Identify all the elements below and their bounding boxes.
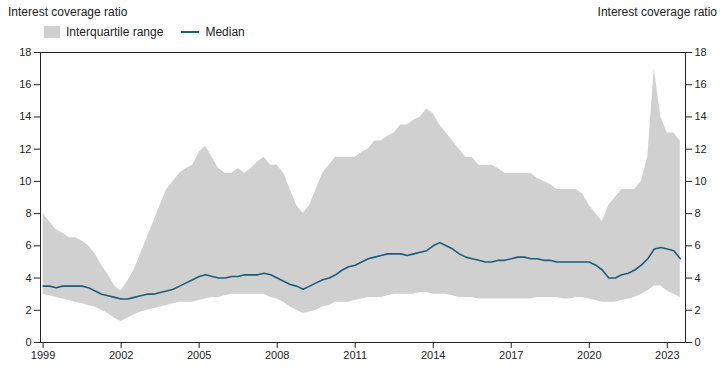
- svg-text:4: 4: [25, 272, 31, 284]
- svg-text:2002: 2002: [109, 349, 133, 361]
- html-text:Median: Median: [205, 25, 245, 39]
- svg-text:2011: 2011: [343, 349, 367, 361]
- svg-text:4: 4: [695, 272, 701, 284]
- svg-text:10: 10: [695, 175, 707, 187]
- svg-text:0: 0: [695, 336, 701, 348]
- svg-text:12: 12: [19, 143, 31, 155]
- html-text:Interest coverage ratio: Interest coverage ratio: [8, 5, 128, 19]
- svg-text:2014: 2014: [421, 349, 445, 361]
- svg-text:16: 16: [695, 78, 707, 90]
- svg-text:8: 8: [695, 207, 701, 219]
- svg-text:2017: 2017: [499, 349, 523, 361]
- svg-text:8: 8: [25, 207, 31, 219]
- svg-text:14: 14: [695, 110, 707, 122]
- svg-text:2023: 2023: [655, 349, 679, 361]
- html-text:Interquartile range: Interquartile range: [66, 25, 164, 39]
- svg-text:16: 16: [19, 78, 31, 90]
- svg-text:10: 10: [19, 175, 31, 187]
- svg-text:18: 18: [695, 46, 707, 58]
- svg-text:1999: 1999: [31, 349, 55, 361]
- svg-text:2: 2: [695, 304, 701, 316]
- svg-text:0: 0: [25, 336, 31, 348]
- svg-text:18: 18: [19, 46, 31, 58]
- svg-text:12: 12: [695, 143, 707, 155]
- svg-text:6: 6: [25, 239, 31, 251]
- html-text:Interest coverage ratio: Interest coverage ratio: [597, 5, 717, 19]
- svg-text:2: 2: [25, 304, 31, 316]
- svg-text:2008: 2008: [265, 349, 289, 361]
- svg-text:14: 14: [19, 110, 31, 122]
- svg-text:2005: 2005: [187, 349, 211, 361]
- svg-text:6: 6: [695, 239, 701, 251]
- svg-text:2020: 2020: [577, 349, 601, 361]
